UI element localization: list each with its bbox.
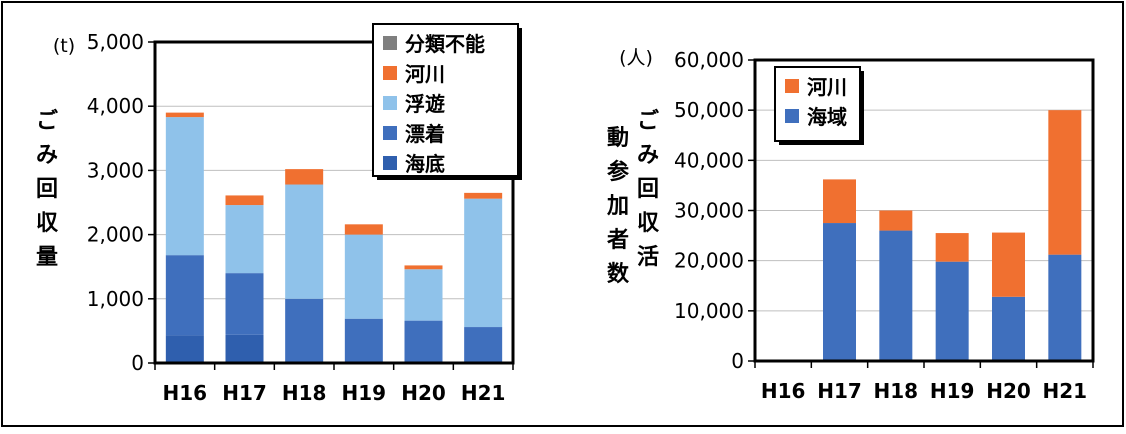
category-label: H18 bbox=[874, 379, 919, 403]
bar-H19-fuyu bbox=[344, 234, 383, 319]
bar-H17-fuyu bbox=[225, 205, 264, 274]
legend-box bbox=[372, 23, 519, 177]
chart-participants: 0 10,000 20,000 30,000 40,000 50,000 60,000 H16… bbox=[606, 47, 1095, 403]
legend-swatch bbox=[383, 156, 397, 170]
legend-label: 分類不能 bbox=[405, 32, 485, 56]
y-axis-label-char: 者 bbox=[606, 228, 629, 253]
y-tick-label: 3,000 bbox=[87, 158, 144, 182]
y-axis-label-char: み bbox=[637, 143, 659, 168]
bar-H18-kasen bbox=[285, 169, 324, 185]
category-label: H16 bbox=[761, 379, 806, 403]
legend-label: 浮遊 bbox=[405, 92, 445, 116]
bar-H16-fuyu bbox=[165, 117, 204, 256]
bar-H16-kaitei bbox=[165, 335, 204, 363]
legend-label: 河川 bbox=[807, 75, 847, 99]
unit-label: (人) bbox=[619, 47, 653, 69]
bars bbox=[165, 112, 503, 363]
y-tick-label: 0 bbox=[131, 351, 144, 375]
bars bbox=[823, 110, 1082, 361]
y-axis-label-char: 収 bbox=[36, 211, 59, 236]
bar-H20-kasen bbox=[992, 232, 1025, 297]
legend-label: 河川 bbox=[405, 62, 445, 86]
category-label: H20 bbox=[401, 381, 446, 405]
legend-swatch bbox=[383, 36, 397, 50]
y-tick-label: 2,000 bbox=[87, 223, 144, 247]
chart-garbage-collection: 0 1,000 2,000 3,000 4,000 5,000 H16 H17 H18 H19 H2… bbox=[36, 23, 522, 405]
y-axis-label-char: み bbox=[36, 143, 58, 168]
y-axis-label-char: 参 bbox=[607, 159, 629, 185]
bar-H17-kaiiki bbox=[823, 223, 856, 361]
legend-swatch bbox=[383, 96, 397, 110]
bar-H19-kaiiki bbox=[935, 261, 969, 361]
bar-H20-kasen bbox=[404, 265, 443, 270]
category-label: H19 bbox=[342, 381, 387, 405]
bar-H19-kasen bbox=[935, 233, 969, 262]
category-label: H21 bbox=[461, 381, 506, 405]
legend-label: 海底 bbox=[405, 152, 445, 176]
bar-H20-kaiiki bbox=[992, 296, 1025, 361]
bar-H17-hyochaku bbox=[225, 273, 264, 335]
y-axis-label-char: 加 bbox=[606, 194, 629, 219]
bar-H21-kasen bbox=[464, 192, 503, 199]
y-tick-label: 10,000 bbox=[674, 299, 744, 323]
bar-H17-kasen bbox=[823, 179, 856, 224]
y-axis-label-char: 収 bbox=[637, 211, 660, 236]
bar-H18-kasen bbox=[879, 210, 913, 231]
unit-label: (t) bbox=[53, 35, 75, 57]
category-label: H18 bbox=[282, 381, 327, 405]
category-label: H20 bbox=[986, 379, 1031, 403]
y-axis-label-char: 動 bbox=[607, 126, 629, 151]
bar-H16-kasen bbox=[165, 112, 204, 118]
y-tick-label: 5,000 bbox=[87, 30, 144, 54]
bar-H21-kasen bbox=[1048, 110, 1082, 255]
y-axis-label-char: 回 bbox=[637, 177, 659, 202]
category-label: H17 bbox=[817, 379, 862, 403]
legend-swatch bbox=[383, 66, 397, 80]
legend-swatch bbox=[785, 109, 799, 123]
bar-H19-kasen bbox=[344, 224, 383, 235]
bar-H18-kaiiki bbox=[879, 230, 913, 361]
bar-H19-hyochaku bbox=[344, 318, 383, 363]
bar-H18-hyochaku bbox=[285, 298, 324, 363]
category-label: H16 bbox=[163, 381, 208, 405]
y-tick-label: 20,000 bbox=[674, 249, 744, 273]
bar-H18-fuyu bbox=[285, 184, 324, 299]
y-tick-label: 1,000 bbox=[87, 287, 144, 311]
bar-H17-kaitei bbox=[225, 334, 264, 363]
y-tick-label: 50,000 bbox=[674, 98, 744, 122]
y-axis-label-char: 量 bbox=[36, 245, 58, 270]
y-axis-label-char: ご bbox=[36, 108, 58, 134]
category-label: H21 bbox=[1043, 379, 1088, 403]
y-tick-label: 40,000 bbox=[674, 148, 744, 172]
bar-H20-fuyu bbox=[404, 269, 443, 321]
y-tick-label: 4,000 bbox=[87, 94, 144, 118]
category-label: H19 bbox=[930, 379, 975, 403]
bar-H21-hyochaku bbox=[464, 327, 503, 363]
y-tick-label: 30,000 bbox=[674, 199, 744, 223]
bar-H21-kaiiki bbox=[1048, 254, 1082, 361]
y-axis-label-char: ご bbox=[637, 108, 659, 134]
y-axis-label-char: 回 bbox=[36, 177, 58, 202]
legend-label: 海域 bbox=[807, 105, 847, 129]
category-label: H17 bbox=[222, 381, 267, 405]
y-tick-label: 0 bbox=[731, 349, 744, 373]
bar-H17-kasen bbox=[225, 195, 264, 206]
legend-label: 漂着 bbox=[405, 122, 445, 146]
y-tick-label: 60,000 bbox=[674, 48, 744, 72]
bar-H20-hyochaku bbox=[404, 320, 443, 363]
legend-swatch bbox=[785, 79, 799, 93]
y-axis-label-char: 数 bbox=[607, 261, 630, 287]
y-axis-label-char: 活 bbox=[637, 245, 659, 270]
bar-H16-hyochaku bbox=[165, 255, 204, 336]
bar-H21-fuyu bbox=[464, 198, 503, 328]
legend-swatch bbox=[383, 126, 397, 140]
